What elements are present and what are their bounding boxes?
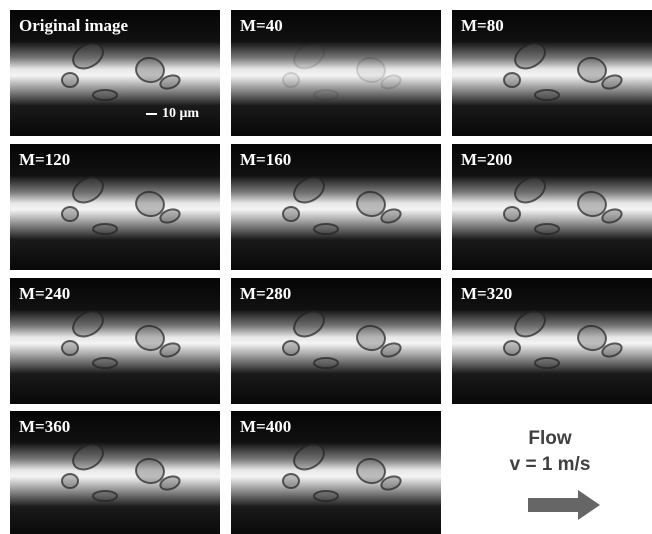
panel-label: M=80 <box>461 16 504 35</box>
cells <box>282 176 402 235</box>
panel-label: M=40 <box>240 16 283 35</box>
image-panel: M=360 <box>10 411 220 534</box>
panel-label: M=400 <box>240 417 292 436</box>
panel-label: M=240 <box>19 284 71 303</box>
image-panel: M=200 <box>452 144 652 270</box>
cells <box>282 443 402 502</box>
panel-label: M=160 <box>240 150 292 169</box>
flow-title: Flow <box>528 428 572 449</box>
cells <box>282 42 402 101</box>
panel-label: M=200 <box>461 150 513 169</box>
cells <box>61 42 181 101</box>
image-panel: M=40 <box>231 10 441 136</box>
cells <box>282 310 402 369</box>
image-panel: M=400 <box>231 411 441 534</box>
cells <box>503 42 623 101</box>
image-panel: M=280 <box>231 278 441 404</box>
image-panel: M=160 <box>231 144 441 270</box>
cells <box>61 443 181 502</box>
image-panel: M=80 <box>452 10 652 136</box>
scale-label: 10 μm <box>162 106 200 121</box>
image-panel: Original image 10 μm <box>10 10 220 136</box>
cells <box>503 310 623 369</box>
panel-label: M=280 <box>240 284 292 303</box>
panel-label: M=120 <box>19 150 71 169</box>
cells <box>503 176 623 235</box>
flow-arrow <box>528 490 600 520</box>
panel-label: M=320 <box>461 284 513 303</box>
image-panel: M=240 <box>10 278 220 404</box>
image-panel: M=120 <box>10 144 220 270</box>
scale-bar: 10 μm <box>146 106 199 122</box>
scale-line <box>146 112 157 115</box>
cells <box>61 176 181 235</box>
flow-velocity: v = 1 m/s <box>509 454 591 475</box>
image-panel: M=320 <box>452 278 652 404</box>
panel-label: M=360 <box>19 417 71 436</box>
cells <box>61 310 181 369</box>
panel-label: Original image <box>19 16 129 35</box>
